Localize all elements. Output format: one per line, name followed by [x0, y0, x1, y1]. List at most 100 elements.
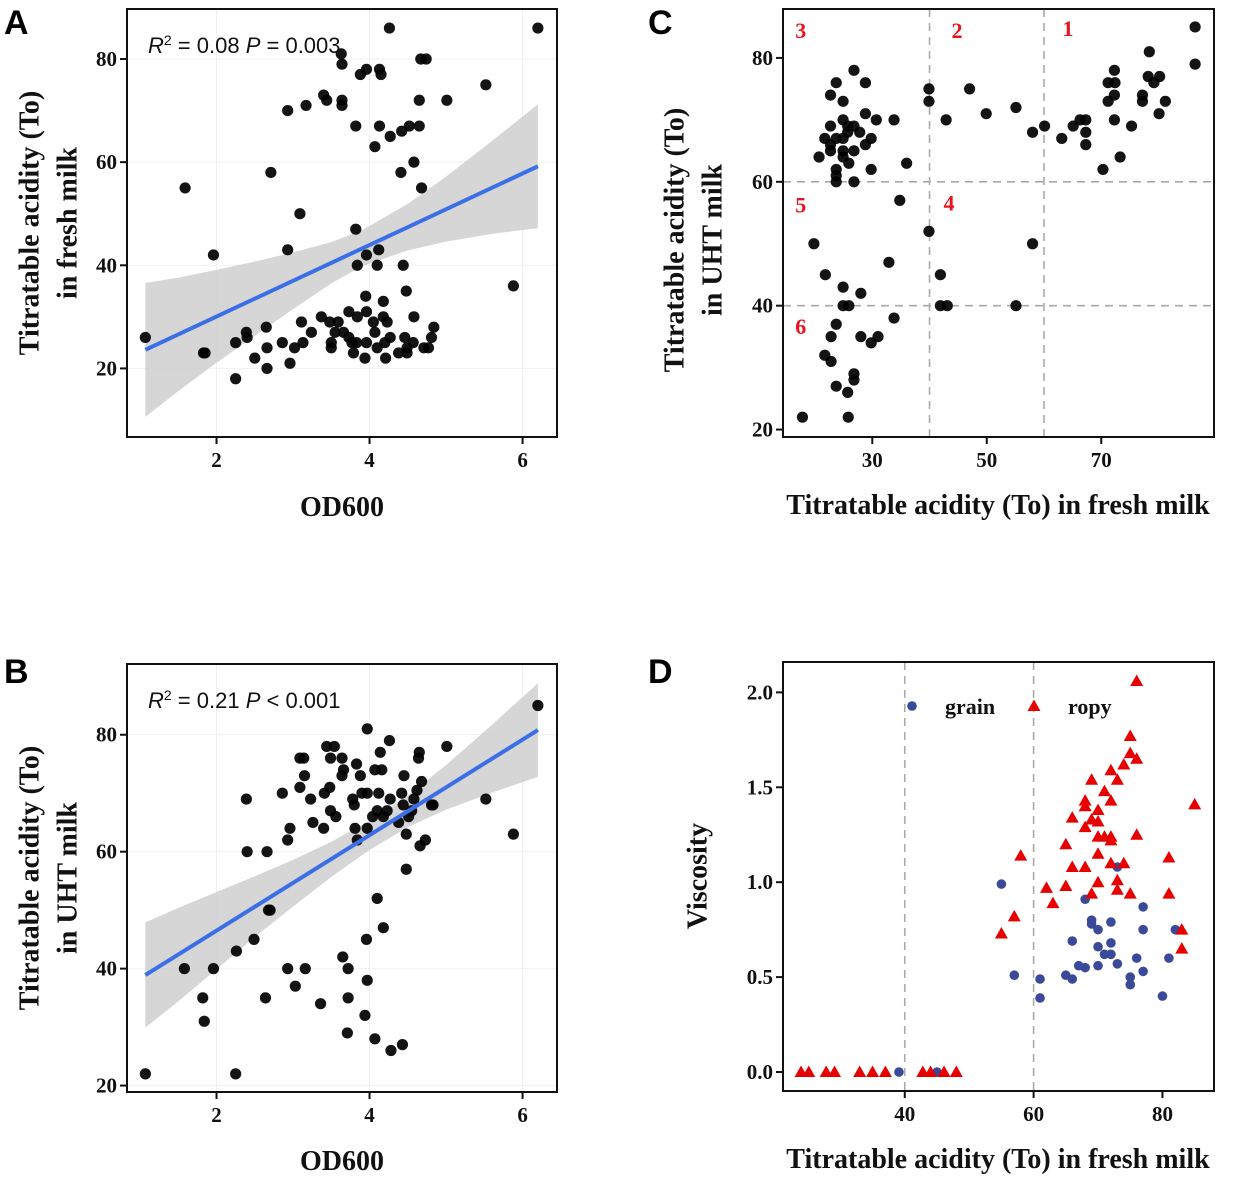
data-point: [359, 352, 371, 364]
x-axis-title: Titratable acidity (To) in fresh milk: [786, 490, 1210, 521]
y-axis-title: in UHT milk: [52, 802, 83, 954]
data-point-ropy: [1039, 881, 1053, 893]
data-point: [264, 904, 276, 916]
data-point-ropy: [1078, 820, 1092, 833]
x-tick-label: 50: [976, 448, 997, 472]
legend-label-ropy: ropy: [1068, 694, 1112, 719]
legend-marker-ropy: [1027, 699, 1041, 711]
region-label: 5: [795, 193, 806, 218]
data-point: [240, 793, 252, 805]
data-point: [1114, 151, 1126, 163]
data-point: [336, 99, 348, 112]
data-point: [923, 95, 935, 107]
y-tick-label: 80: [752, 46, 773, 70]
data-point: [330, 811, 342, 823]
data-point: [1109, 77, 1121, 89]
data-point: [963, 83, 976, 95]
data-point: [305, 326, 317, 338]
y-axis-title: Viscosity: [682, 823, 713, 929]
x-axis-title: Titratable acidity (To) in fresh milk: [786, 1144, 1210, 1175]
data-point: [396, 787, 408, 799]
data-point: [532, 22, 544, 34]
y-tick-label: 0.0: [747, 1060, 773, 1084]
data-point: [888, 114, 900, 126]
y-tick-label: 0.5: [747, 965, 773, 989]
data-point-ropy: [1091, 814, 1105, 827]
data-point: [1097, 163, 1109, 176]
data-point: [351, 259, 363, 271]
data-point: [305, 793, 317, 805]
region-label: 3: [795, 18, 806, 43]
data-point: [427, 799, 439, 811]
confidence-band: [145, 683, 538, 1028]
data-point: [848, 374, 860, 386]
data-point-grain: [1035, 993, 1045, 1003]
data-point: [408, 156, 420, 168]
data-point: [397, 799, 409, 811]
data-point-grain: [1125, 979, 1136, 990]
data-point: [294, 781, 306, 793]
data-point-ropy: [924, 1065, 938, 1078]
panel-d: 40 60 80 0.0 0.5 1.0 1.5 2.0 Titratable acidity …: [682, 661, 1215, 1175]
data-point: [295, 316, 308, 328]
data-point-ropy: [1130, 752, 1144, 764]
y-tick-label: 20: [96, 1074, 117, 1098]
data-point-ropy: [1046, 896, 1060, 909]
data-point: [297, 337, 309, 349]
data-point: [139, 1068, 151, 1080]
data-point-ropy: [1014, 849, 1028, 861]
data-point: [377, 922, 389, 934]
data-point: [350, 758, 363, 770]
plot-frame: [782, 661, 1215, 1092]
data-point: [324, 316, 336, 328]
data-point-grain: [1067, 974, 1078, 984]
data-point-grain: [1009, 970, 1020, 981]
y-tick-label: 60: [96, 840, 117, 864]
region-label: 1: [1063, 16, 1074, 41]
data-point: [923, 83, 935, 95]
data-point: [883, 256, 895, 268]
data-point: [284, 357, 296, 369]
regression-line: [144, 728, 539, 977]
data-point-ropy: [1078, 860, 1092, 873]
y-tick-label: 20: [752, 418, 773, 442]
data-point-ropy: [1123, 729, 1137, 742]
data-point-ropy: [1104, 794, 1118, 806]
data-point-ropy: [994, 926, 1008, 939]
data-point-ropy: [878, 1065, 892, 1078]
data-point: [400, 863, 412, 875]
data-point-ropy: [1110, 773, 1124, 785]
data-point: [374, 746, 386, 758]
data-point: [941, 300, 953, 312]
data-point: [298, 752, 310, 764]
data-point: [397, 259, 409, 271]
annotation-exponent: 2: [164, 32, 172, 48]
annotation-p: < 0.001: [260, 688, 340, 713]
x-tick-label: 4: [364, 1103, 375, 1127]
data-point: [824, 89, 837, 101]
data-point: [261, 342, 273, 354]
stats-annotation: R2 = 0.08 P = 0.003: [148, 32, 341, 58]
data-point: [1154, 70, 1166, 83]
data-point: [843, 300, 855, 312]
data-point: [349, 822, 361, 834]
data-point: [350, 223, 362, 235]
data-point-grain: [1125, 972, 1136, 982]
data-point: [329, 326, 341, 338]
plot-frame: [782, 8, 1215, 438]
data-point-ropy: [1117, 758, 1131, 770]
data-point: [360, 63, 373, 75]
data-point: [870, 114, 882, 126]
y-tick-label: 80: [96, 47, 117, 71]
data-point: [336, 58, 348, 70]
data-point: [373, 244, 385, 256]
legend-marker-grain: [907, 701, 917, 711]
data-point-ropy: [937, 1065, 951, 1078]
data-point: [199, 347, 211, 359]
x-tick-label: 6: [517, 1103, 528, 1127]
data-point-grain: [1106, 949, 1116, 960]
annotation-p-symbol: P: [246, 688, 261, 713]
data-point-ropy: [1059, 879, 1073, 891]
data-point-ropy: [1091, 803, 1105, 816]
